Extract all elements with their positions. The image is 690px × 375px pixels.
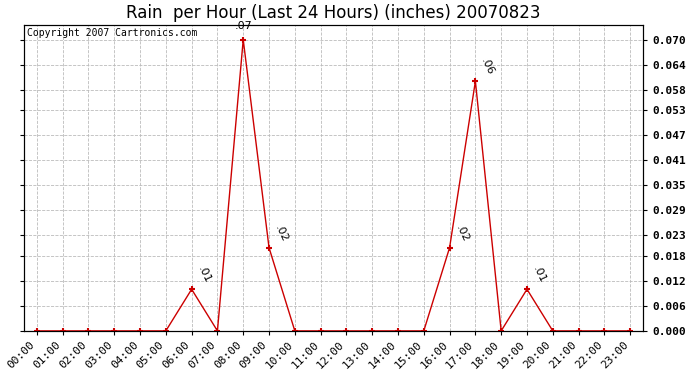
Text: .01: .01 (195, 265, 212, 285)
Text: Copyright 2007 Cartronics.com: Copyright 2007 Cartronics.com (27, 28, 197, 38)
Text: .06: .06 (480, 57, 496, 77)
Title: Rain  per Hour (Last 24 Hours) (inches) 20070823: Rain per Hour (Last 24 Hours) (inches) 2… (126, 4, 541, 22)
Text: .07: .07 (235, 21, 252, 32)
Text: .02: .02 (453, 223, 470, 243)
Text: .01: .01 (531, 265, 547, 285)
Text: .02: .02 (273, 223, 289, 243)
